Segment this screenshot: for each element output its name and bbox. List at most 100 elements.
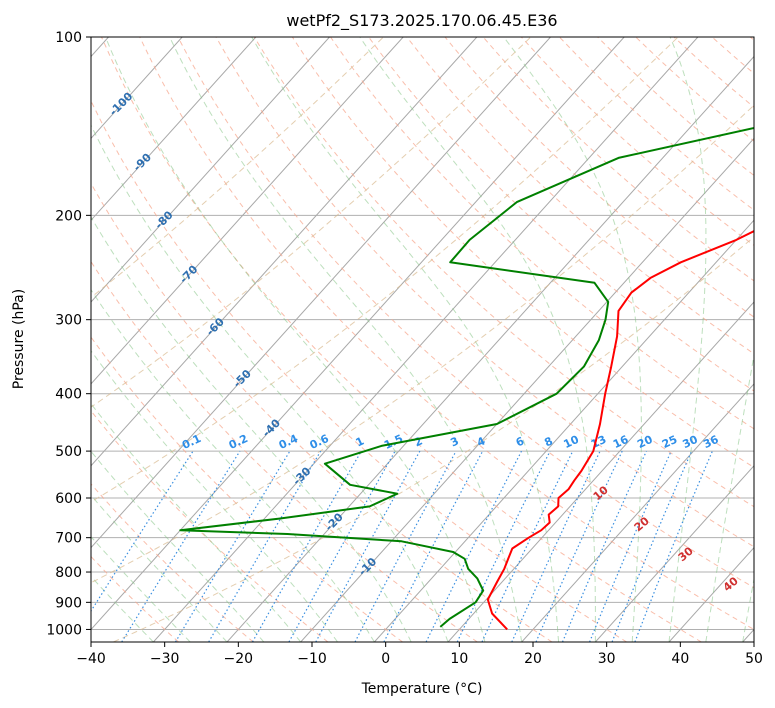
moist-adiabat-line <box>91 288 375 642</box>
isotherm-line <box>152 37 699 642</box>
isotherm-line <box>91 37 551 549</box>
dry-adiabat-line <box>291 37 754 469</box>
reference-line-labels: 0.1 0.2 0.4 0.6 1 1.5 2 3 4 6 8 10 13 16 20 25 30 3601020… <box>15 90 741 595</box>
mixing-ratio-label: 16 <box>611 433 631 451</box>
moist-adiabat-line <box>251 37 559 642</box>
moist-adiabat-label: 0 <box>15 543 29 558</box>
moist-adiabat-line <box>91 450 265 642</box>
moist-adiabat-line <box>169 37 523 642</box>
temperature-profile-line <box>486 229 754 631</box>
mixing-ratio-line <box>174 450 291 642</box>
moist-adiabat-line <box>91 124 449 642</box>
y-tick-label: 400 <box>55 387 82 403</box>
y-tick-label: 300 <box>55 313 82 329</box>
mixing-ratio-line <box>425 450 523 642</box>
moist-adiabat-line <box>91 494 228 642</box>
reference-curve-line <box>91 37 532 408</box>
mixing-ratio-label: 0.2 <box>227 432 250 452</box>
mixing-ratio-line <box>288 450 396 642</box>
mixing-ratio-line <box>91 450 194 613</box>
mixing-ratio-label: 6 <box>514 434 527 449</box>
y-tick-label: 200 <box>55 208 82 224</box>
mixing-ratio-label: 36 <box>701 433 721 451</box>
dry-adiabat-line <box>330 37 754 430</box>
x-tick-label: 0 <box>381 651 390 667</box>
isotherm-line <box>226 55 754 642</box>
dry-adiabat-line <box>91 483 254 642</box>
x-tick-label: −10 <box>297 651 327 667</box>
y-tick-label: 700 <box>55 531 82 547</box>
isotherm-line <box>91 37 330 303</box>
dry-adiabat-line <box>215 37 754 548</box>
moist-adiabat-label: 10 <box>591 483 611 503</box>
isotherm-line <box>91 37 404 385</box>
mixing-ratio-label: 13 <box>589 433 608 451</box>
isotherm-line <box>91 37 625 631</box>
mixing-ratio-line <box>456 450 551 642</box>
isotherm-line <box>447 301 754 642</box>
x-tick-label: 50 <box>745 651 763 667</box>
moist-adiabat-line <box>503 37 642 642</box>
moist-adiabat-label: 40 <box>721 574 741 594</box>
moist-adiabat-line <box>742 576 754 642</box>
reference-curve-line <box>91 37 384 299</box>
x-tick-label: 40 <box>671 651 689 667</box>
dry-adiabat-line <box>91 336 403 642</box>
dry-adiabat-line <box>711 37 754 75</box>
mixing-ratio-line <box>589 450 672 642</box>
dry-adiabat-line <box>101 37 702 642</box>
dry-adiabat-line <box>482 37 754 282</box>
sounding-profiles <box>179 126 754 631</box>
isotherm-line <box>742 628 754 642</box>
x-tick-label: 30 <box>598 651 616 667</box>
dewpoint-profile-line <box>179 126 754 628</box>
mixing-ratio-label: 1 <box>354 434 366 449</box>
dry-adiabat-line <box>444 37 754 318</box>
mixing-ratio-line <box>561 450 648 642</box>
reference-curve-line <box>91 37 679 503</box>
isotherm-line <box>373 219 754 642</box>
dry-adiabat-line <box>139 37 754 630</box>
x-tick-label: 10 <box>450 651 468 667</box>
plot-frame <box>90 36 755 643</box>
y-tick-label: 1000 <box>46 622 82 638</box>
mixing-ratio-line <box>634 450 713 642</box>
isotherm-line <box>91 37 257 221</box>
mixing-ratio-line <box>315 450 421 642</box>
isotherm-line <box>300 137 754 642</box>
mixing-ratio-label: 20 <box>635 433 655 451</box>
dry-adiabat-line <box>91 182 553 642</box>
mixing-ratio-line <box>611 450 693 642</box>
mixing-ratio-label: 0.1 <box>180 432 203 452</box>
moist-adiabat-line <box>91 402 302 642</box>
mixing-ratio-label: 0.4 <box>277 432 300 452</box>
mixing-ratio-label: 8 <box>542 434 554 449</box>
isotherm-line <box>594 464 754 642</box>
dry-adiabat-line <box>520 37 754 246</box>
chart-title: wetPf2_S173.2025.170.06.45.E36 <box>286 11 557 31</box>
y-tick-label: 600 <box>55 491 82 507</box>
dry-adiabat-line <box>91 260 478 642</box>
y-tick-label: 900 <box>55 595 82 611</box>
x-tick-label: −40 <box>76 651 106 667</box>
moist-adiabat-line <box>705 352 754 642</box>
y-tick-label: 500 <box>55 444 82 460</box>
y-tick-label: 800 <box>55 565 82 581</box>
moist-adiabat-line <box>105 37 486 642</box>
mixing-ratio-line <box>121 450 241 642</box>
background-reference-lines <box>91 37 754 642</box>
moist-adiabat-label: 20 <box>632 514 652 534</box>
reference-curve-line <box>91 104 754 584</box>
dry-adiabat-line <box>177 37 754 589</box>
moist-adiabat-line <box>359 37 596 642</box>
x-tick-label: 20 <box>524 651 542 667</box>
mixing-ratio-line <box>535 450 623 642</box>
dry-adiabat-line <box>559 37 754 211</box>
mixing-ratio-label: 30 <box>680 433 700 451</box>
dry-adiabat-line <box>91 99 627 642</box>
y-tick-label: 100 <box>55 30 82 46</box>
x-tick-label: −20 <box>224 651 254 667</box>
moist-adiabat-line <box>668 37 707 642</box>
isotherm-line <box>91 37 478 467</box>
